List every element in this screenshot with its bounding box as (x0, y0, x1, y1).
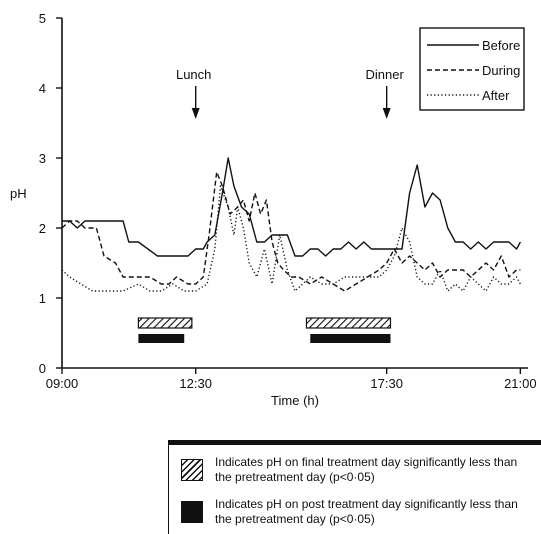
x-tick-label: 17:30 (370, 376, 403, 391)
chart: 0 1 2 3 4 5 09:00 12:30 17:30 21:00 pH Time (h) Lun… (10, 11, 537, 408)
legend-frame (419, 27, 525, 111)
legend-label-during: During (482, 63, 520, 78)
y-tick-label: 2 (39, 221, 46, 236)
series-line-during (61, 171, 521, 292)
annotation-arrow-head (382, 108, 391, 119)
significance-bars (137, 317, 392, 343)
series-legend: Before During After (419, 27, 525, 111)
annotations: Lunch Dinner (176, 67, 405, 119)
hatched-legend-text: Indicates pH on final treatment day sign… (215, 455, 518, 484)
y-tick-label: 0 (39, 361, 46, 376)
x-tick-label: 09:00 (46, 376, 79, 391)
annotation-dinner: Dinner (366, 67, 405, 82)
legend-label-after: After (482, 88, 510, 103)
hatched-significance-bar (305, 317, 392, 329)
y-tick-label: 3 (39, 151, 46, 166)
solid-legend-text: Indicates pH on post treatment day signi… (215, 497, 518, 526)
x-axis-label: Time (h) (271, 393, 319, 408)
legend-row-solid: Indicates pH on post treatment day signi… (181, 497, 525, 527)
y-axis-label: pH (10, 186, 27, 201)
axes: 0 1 2 3 4 5 09:00 12:30 17:30 21:00 pH Time (h) (10, 11, 537, 408)
hatched-swatch (181, 459, 203, 481)
annotation-lunch: Lunch (176, 67, 211, 82)
significance-legend: Indicates pH on final treatment day sign… (168, 440, 541, 534)
series-group (61, 157, 522, 292)
series-line-before (62, 157, 522, 257)
solid-significance-bar (310, 334, 391, 343)
y-tick-label: 4 (39, 81, 46, 96)
series-line-after (61, 185, 522, 292)
annotation-arrow-head (191, 108, 200, 119)
hatched-significance-bar (137, 317, 193, 329)
x-tick-label: 21:00 (504, 376, 537, 391)
legend-row-hatched: Indicates pH on final treatment day sign… (181, 455, 525, 485)
y-tick-label: 5 (39, 11, 46, 26)
solid-significance-bar (138, 334, 185, 343)
y-tick-label: 1 (39, 291, 46, 306)
legend-label-before: Before (482, 38, 520, 53)
x-tick-label: 12:30 (179, 376, 212, 391)
solid-swatch (181, 501, 203, 523)
